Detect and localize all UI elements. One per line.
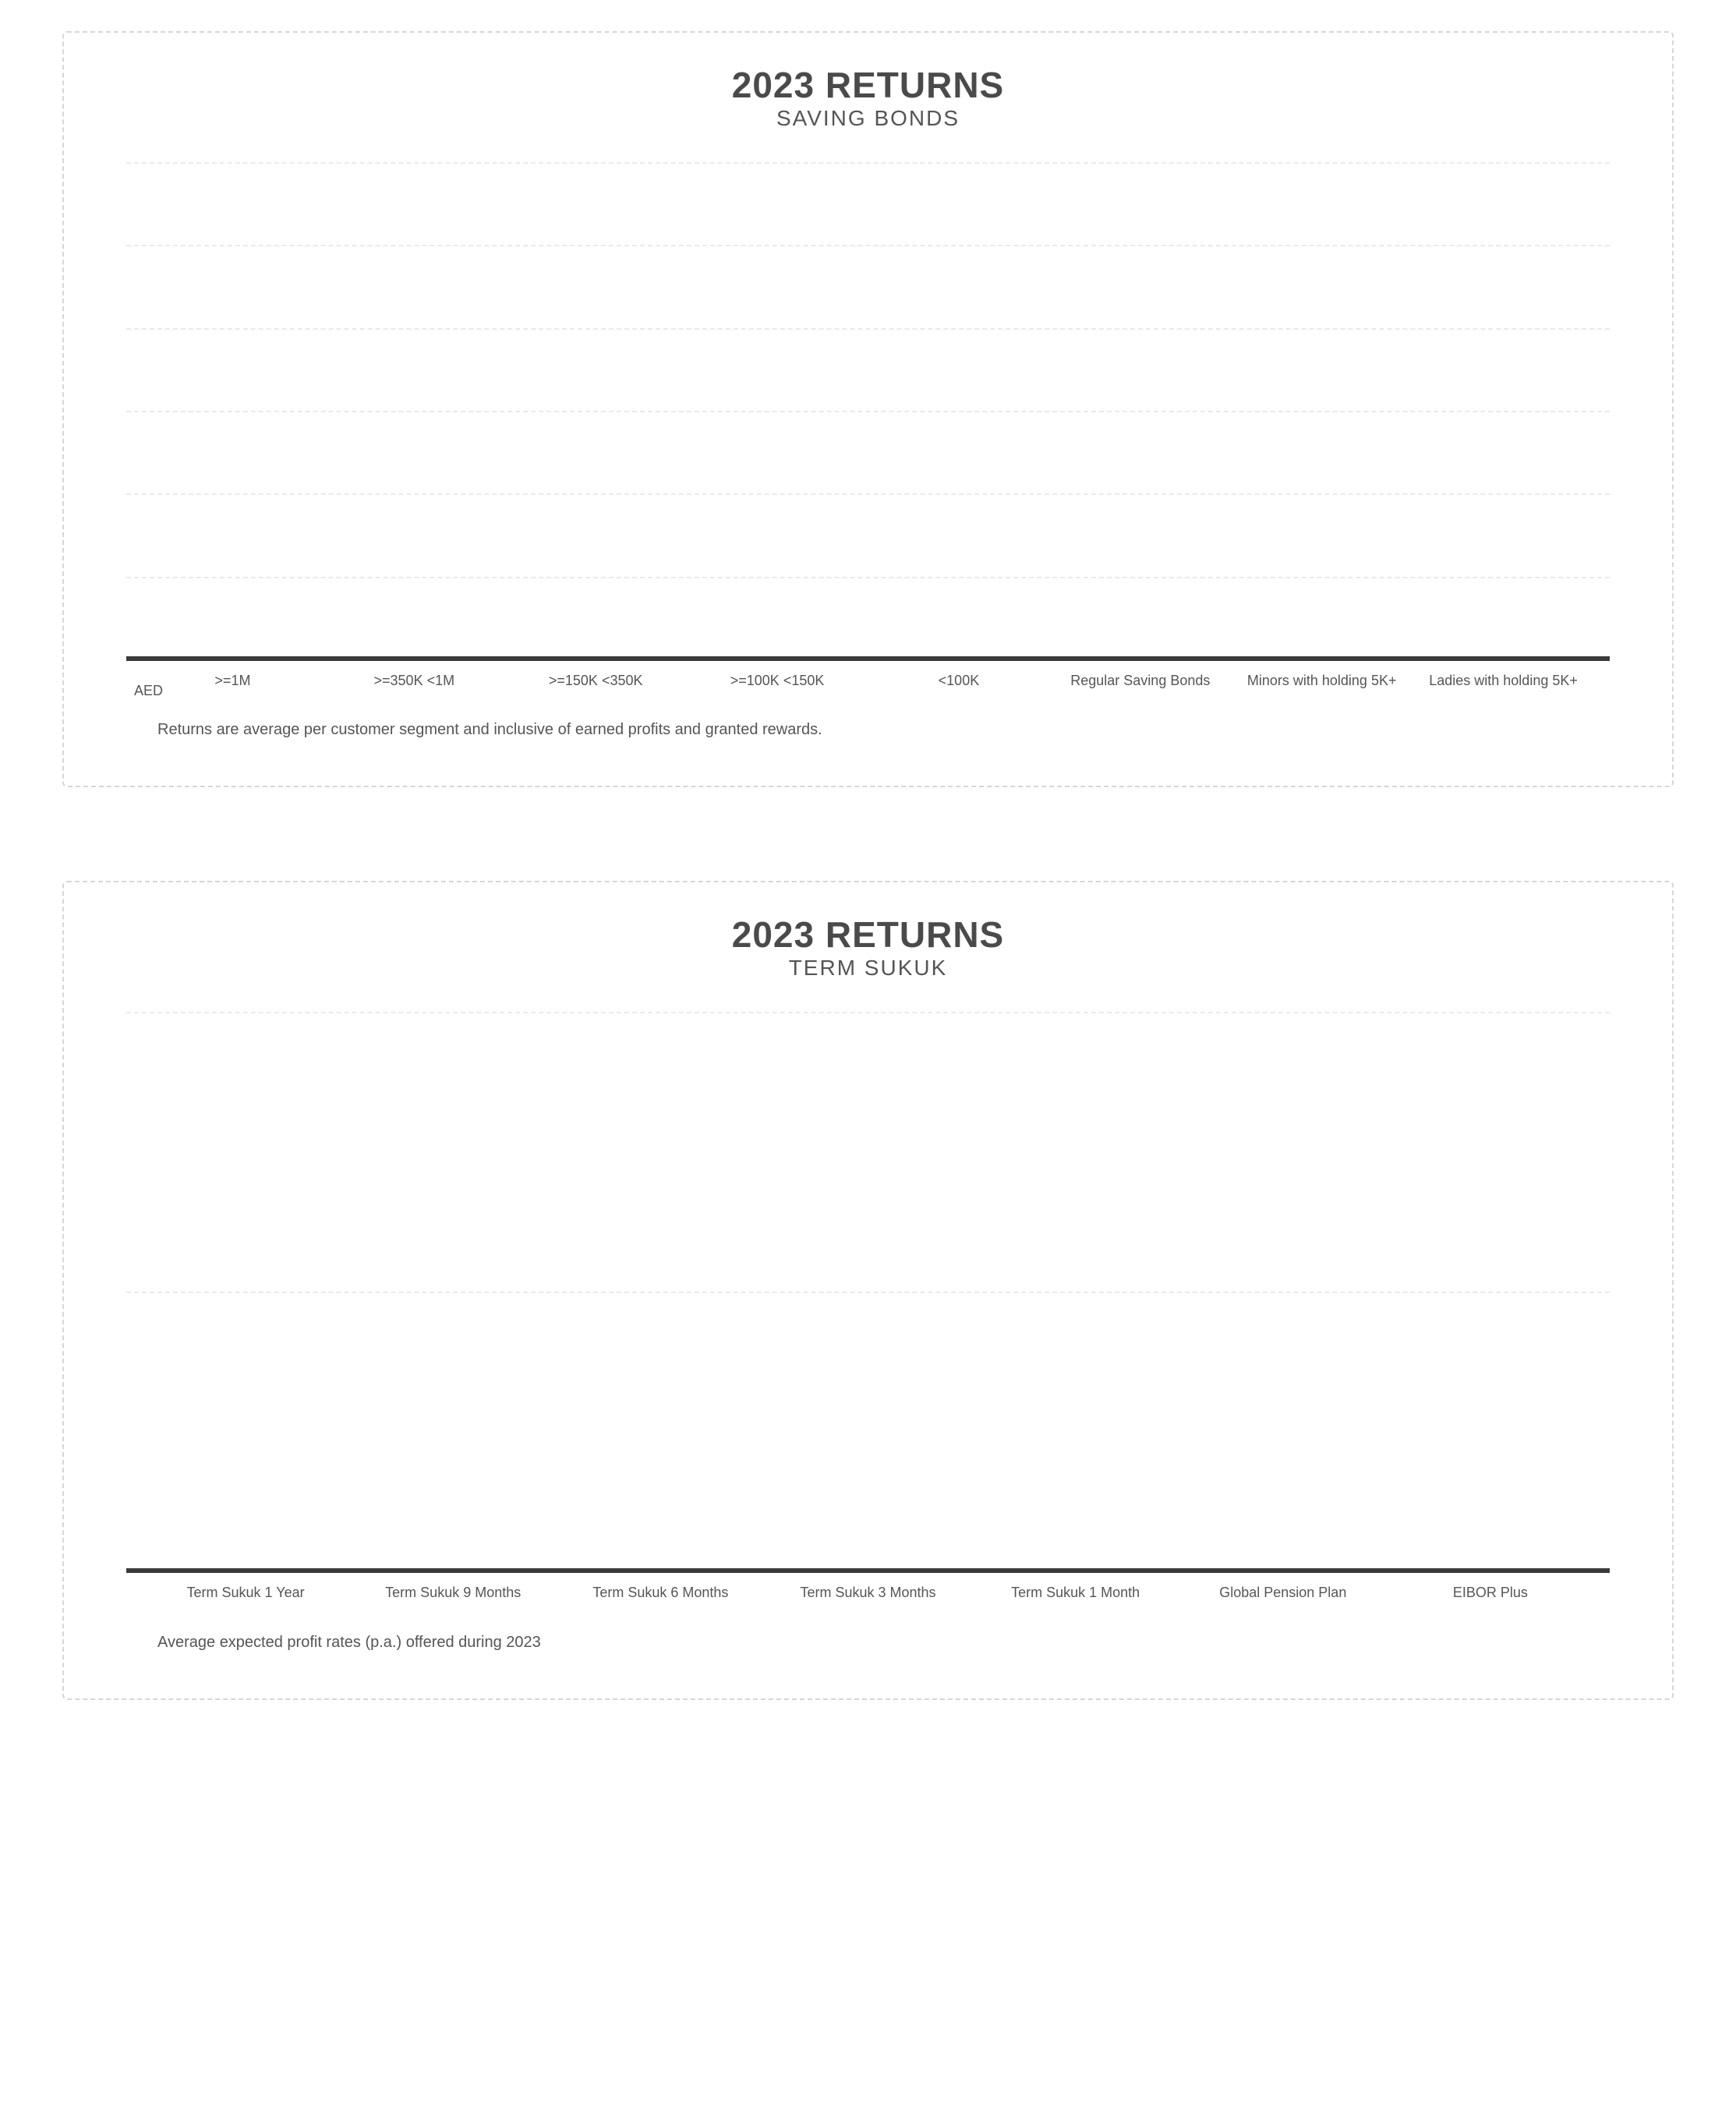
- x-label: >=350K <1M: [324, 672, 505, 690]
- bars-row: 5.84%4.22%3.01%1.61%1.38%1.96%2.69%3.47%: [126, 162, 1610, 661]
- chart-title: 2023 RETURNS: [111, 64, 1625, 106]
- x-label: Global Pension Plan: [1179, 1584, 1387, 1602]
- chart-note: Returns are average per customer segment…: [157, 721, 1610, 739]
- chart-title: 2023 RETURNS: [111, 914, 1625, 956]
- x-label: >=100K <150K: [687, 672, 868, 690]
- chart-subtitle: TERM SUKUK: [111, 956, 1625, 981]
- labels-row: >=1M>=350K <1M>=150K <350K>=100K <150K<1…: [126, 672, 1610, 690]
- x-label: Term Sukuk 6 Months: [557, 1584, 764, 1602]
- plot-area: 4.98%4.72%4.85%4.88%4.42%4.96%5.85%: [126, 1012, 1610, 1573]
- x-label: Term Sukuk 9 Months: [349, 1584, 557, 1602]
- x-label: Regular Saving Bonds: [1049, 672, 1231, 690]
- labels-row: Term Sukuk 1 YearTerm Sukuk 9 MonthsTerm…: [126, 1584, 1610, 1602]
- chart-note: Average expected profit rates (p.a.) off…: [157, 1634, 1610, 1652]
- labels-wrap: Term Sukuk 1 YearTerm Sukuk 9 MonthsTerm…: [111, 1584, 1625, 1602]
- chart-panel-0: 2023 RETURNSSAVING BONDS 5.84%4.22%3.01%1…: [62, 31, 1674, 787]
- x-label: Ladies with holding 5K+: [1412, 672, 1594, 690]
- chart-subtitle: SAVING BONDS: [111, 106, 1625, 131]
- x-label: Term Sukuk 3 Months: [764, 1584, 971, 1602]
- x-label: Minors with holding 5K+: [1231, 672, 1412, 690]
- x-label: <100K: [868, 672, 1050, 690]
- plot-area: 5.84%4.22%3.01%1.61%1.38%1.96%2.69%3.47%: [126, 162, 1610, 661]
- chart-panel-1: 2023 RETURNSTERM SUKUK 4.98%4.72%4.85%4.8…: [62, 881, 1674, 1699]
- x-label: >=1M: [142, 672, 324, 690]
- bars-row: 4.98%4.72%4.85%4.88%4.42%4.96%5.85%: [126, 1012, 1610, 1573]
- x-label: Term Sukuk 1 Month: [972, 1584, 1179, 1602]
- x-label: Term Sukuk 1 Year: [142, 1584, 349, 1602]
- x-label: >=150K <350K: [505, 672, 687, 690]
- x-label: EIBOR Plus: [1387, 1584, 1594, 1602]
- labels-wrap: AED>=1M>=350K <1M>=150K <350K>=100K <150…: [111, 672, 1625, 690]
